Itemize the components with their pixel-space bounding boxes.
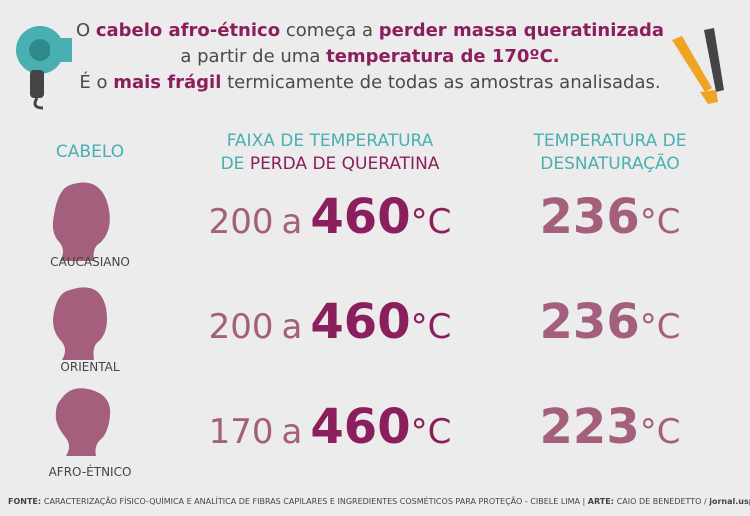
header-line: DESNATURAÇÃO [540, 154, 680, 174]
high: 460 [310, 189, 411, 245]
footer-text: CARACTERIZAÇÃO FÍSICO-QUÍMICA E ANALÍTIC… [43, 497, 588, 506]
header-line: O cabelo afro-étnico começa a perder mas… [60, 18, 680, 44]
connector: a [281, 412, 303, 452]
header-line: TEMPERATURA DE [533, 131, 687, 151]
footer-text: FONTE: [8, 497, 44, 506]
connector: a [281, 307, 303, 347]
range: 170 a 460°C [190, 399, 470, 455]
denaturation-value: 236 [539, 294, 640, 350]
row-label: AFRO-ÉTNICO [48, 465, 132, 479]
header-text: termicamente de todas as amostras analis… [221, 72, 661, 93]
row-label: ORIENTAL [60, 360, 120, 374]
column-header: FAIXA DE TEMPERATURA DE PERDA DE QUERATI… [180, 130, 480, 176]
header: O cabelo afro-étnico começa a perder mas… [60, 18, 680, 96]
footer-text: CAIO DE BENEDETTO / [616, 497, 710, 506]
header-line: PERDA DE QUERATINA [249, 154, 440, 174]
high: 460 [310, 399, 411, 455]
range: 200 a 460°C [190, 294, 470, 350]
head-silhouettes [52, 182, 111, 456]
connector: a [281, 202, 303, 242]
denaturation-value: 223 [539, 399, 640, 455]
footer-text: jornal.usp.br [709, 497, 750, 506]
column-header: CABELO [55, 142, 125, 162]
unit: °C [410, 202, 452, 242]
header-text: a partir de uma [180, 46, 327, 67]
range: 200 a 460°C [190, 189, 470, 245]
low: 200 [208, 202, 274, 242]
straightener-icon [672, 28, 724, 104]
header-text: mais frágil [113, 72, 222, 93]
denaturation: 236°C [500, 294, 720, 350]
hair-dryer-icon [16, 26, 72, 110]
unit: °C [410, 307, 452, 347]
high: 460 [310, 294, 411, 350]
footer-text: ARTE: [587, 497, 617, 506]
denaturation: 236°C [500, 189, 720, 245]
header-text: começa a [280, 20, 379, 41]
header-text: perder massa queratinizada [378, 20, 665, 41]
column-header: TEMPERATURA DE DESNATURAÇÃO [500, 130, 720, 176]
low: 170 [208, 412, 274, 452]
denaturation: 223°C [500, 399, 720, 455]
unit: °C [410, 412, 452, 452]
header-line: DE [220, 154, 250, 174]
unit: °C [639, 307, 681, 347]
low: 200 [208, 307, 274, 347]
header-line: É o mais frágil termicamente de todas as… [60, 70, 680, 96]
header-text: O [75, 20, 96, 41]
row-label: CAUCASIANO [50, 255, 130, 269]
header-text: temperatura de 170ºC. [326, 46, 560, 67]
header-line: FAIXA DE TEMPERATURA [226, 131, 434, 151]
header-line: a partir de uma temperatura de 170ºC. [60, 44, 680, 70]
header-text: cabelo afro-étnico [95, 20, 281, 41]
denaturation-value: 236 [539, 189, 640, 245]
header-text: É o [79, 72, 114, 93]
unit: °C [639, 202, 681, 242]
footer: FONTE: CARACTERIZAÇÃO FÍSICO-QUÍMICA E A… [8, 497, 750, 506]
unit: °C [639, 412, 681, 452]
